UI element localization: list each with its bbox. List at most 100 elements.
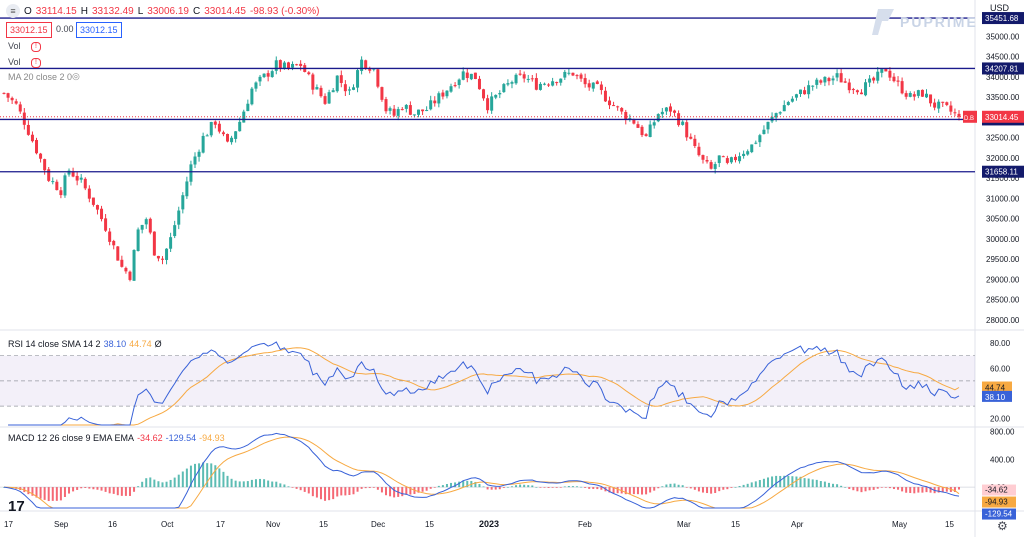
macd-histogram-bar	[657, 487, 660, 489]
warning-icon-2[interactable]: !	[31, 58, 41, 68]
candle-body	[640, 126, 644, 136]
macd-histogram-bar	[307, 487, 310, 494]
warning-icon[interactable]: !	[31, 42, 41, 52]
macd-histogram-bar	[860, 487, 863, 493]
candle-body	[343, 84, 347, 92]
macd-histogram-bar	[953, 487, 956, 492]
macd-histogram-bar	[328, 487, 331, 501]
gear-icon[interactable]: ⚙	[997, 519, 1008, 533]
level-tag-label: 35451.68	[985, 14, 1019, 23]
candle-body	[855, 90, 859, 93]
candle-body	[538, 83, 542, 90]
candle-body	[559, 78, 563, 83]
candle-body	[282, 62, 286, 69]
candle-body	[721, 156, 725, 158]
candle-body	[238, 121, 242, 132]
macd-signal-value: -94.93	[199, 433, 225, 443]
sell-price-button[interactable]: 33012.15	[6, 22, 52, 38]
macd-histogram-bar	[401, 487, 404, 497]
macd-histogram-bar	[795, 476, 798, 488]
candle-body	[563, 71, 567, 78]
candle-body	[39, 153, 43, 159]
brand-logo: PUPRIME	[872, 7, 978, 37]
price-source-tag	[963, 110, 977, 123]
candle-body	[794, 94, 798, 98]
macd-histogram-bar	[417, 487, 420, 493]
macd-histogram-bar	[628, 487, 631, 495]
macd-histogram-bar	[124, 487, 127, 496]
macd-histogram-bar	[364, 487, 367, 489]
macd-histogram-bar	[807, 478, 810, 488]
candle-body	[859, 92, 863, 95]
candle-body	[725, 158, 729, 163]
candle-body	[156, 255, 160, 259]
macd-histogram-bar	[222, 471, 225, 488]
macd-value-tag	[982, 508, 1016, 520]
candle-body	[510, 82, 514, 84]
candle-body	[839, 73, 843, 83]
macd-tick-label: 800.00	[990, 427, 1015, 436]
candle-body	[916, 90, 920, 96]
price-tick-label: 28000.00	[986, 316, 1020, 325]
level-tag	[982, 12, 1024, 25]
macd-histogram-bar	[51, 487, 54, 501]
candle-body	[83, 178, 87, 189]
macd-histogram-bar	[360, 487, 363, 489]
price-tick-label: 28500.00	[986, 296, 1020, 305]
candle-body	[408, 105, 412, 115]
eye-off-icon[interactable]: ◎	[72, 71, 80, 81]
candle-body	[339, 75, 343, 83]
candle-body	[612, 105, 616, 107]
candle-body	[364, 60, 368, 69]
macd-histogram-bar	[897, 487, 900, 490]
macd-histogram-bar	[348, 487, 351, 495]
macd-histogram-bar	[376, 487, 379, 490]
macd-histogram-bar	[783, 475, 786, 488]
macd-histogram-bar	[876, 487, 879, 489]
candle-body	[929, 94, 933, 104]
macd-histogram-bar	[474, 481, 477, 488]
macd-histogram-bar	[319, 487, 322, 500]
candle-body	[896, 80, 900, 82]
macd-histogram-bar	[909, 487, 912, 493]
macd-histogram-bar	[803, 478, 806, 488]
macd-histogram-bar	[706, 487, 709, 494]
price-tick-label: 34000.00	[986, 73, 1020, 82]
macd-histogram-bar	[779, 475, 782, 488]
candle-body	[648, 124, 652, 137]
candle-body	[392, 108, 396, 116]
open-label: O	[24, 5, 32, 17]
macd-histogram-bar	[466, 480, 469, 488]
macd-histogram-bar	[506, 486, 509, 488]
candle-body	[912, 94, 916, 97]
macd-histogram-bar	[315, 487, 318, 498]
candle-body	[843, 81, 847, 83]
buy-price-button[interactable]: 33012.15	[76, 22, 122, 38]
macd-histogram-bar	[600, 487, 603, 490]
currency-label[interactable]: USD	[990, 3, 1010, 13]
menu-icon[interactable]: ≡	[6, 4, 20, 18]
price-tick-label: 32500.00	[986, 134, 1020, 143]
candle-body	[258, 76, 262, 82]
macd-histogram-bar	[584, 487, 587, 488]
macd-histogram-bar	[234, 480, 237, 488]
macd-histogram-bar	[482, 486, 485, 488]
macd-histogram-bar	[864, 487, 867, 492]
macd-histogram-bar	[429, 487, 432, 489]
candle-body	[368, 69, 372, 71]
candle-body	[246, 103, 250, 112]
candle-body	[388, 108, 392, 111]
macd-histogram-bar	[96, 487, 99, 490]
candle-body	[148, 218, 152, 233]
candle-body	[502, 84, 506, 93]
candle-body	[144, 219, 148, 225]
macd-histogram-bar	[295, 487, 298, 489]
candle-body	[591, 82, 595, 89]
macd-histogram-bar	[385, 487, 387, 496]
macd-histogram-bar	[352, 487, 355, 495]
candle-body	[87, 188, 91, 199]
macd-histogram-bar	[649, 487, 652, 493]
macd-histogram-bar	[120, 487, 123, 496]
macd-histogram-bar	[685, 487, 688, 488]
